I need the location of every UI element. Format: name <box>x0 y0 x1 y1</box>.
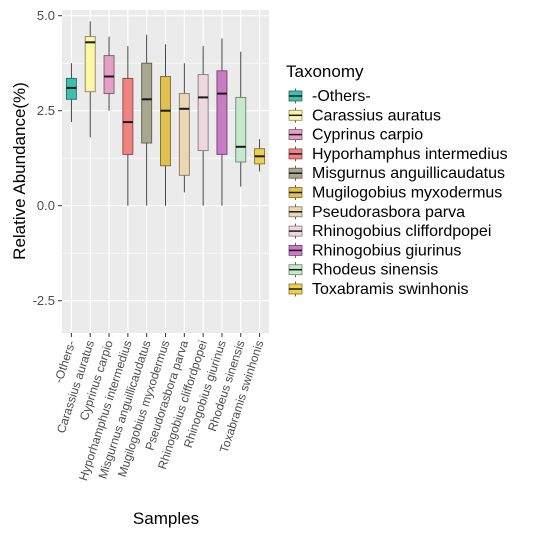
legend-items: -Others- Carassius auratus Cyprinus carpio… <box>286 88 508 298</box>
box-layer <box>65 21 266 206</box>
box-mugilogobius-myxodermus <box>160 44 171 206</box>
box-body <box>178 93 190 176</box>
legend-label: Hyporhamphus intermedius <box>312 146 508 163</box>
box-body <box>122 77 134 155</box>
legend-label: Rhinogobius cliffordpopei <box>312 223 491 240</box>
box-pseudorasbora-parva <box>178 63 190 193</box>
box-hyporhamphus-intermedius <box>122 46 134 206</box>
legend-label: Toxabramis swinhonis <box>312 281 469 298</box>
box-toxabramis-swinhonis <box>254 139 266 172</box>
legend-item: Carassius auratus <box>286 107 441 124</box>
legend-label: Mugilogobius myxodermus <box>312 185 502 202</box>
y-tick-label: 2.5 <box>37 103 55 118</box>
box-rhinogobius-giurinus <box>216 38 228 206</box>
legend-item: Mugilogobius myxodermus <box>286 184 502 202</box>
box-body <box>216 70 228 155</box>
legend-label: Misgurnus anguillicaudatus <box>312 165 505 182</box>
box-body <box>197 74 209 152</box>
box-body <box>84 36 96 93</box>
box-body <box>235 96 247 163</box>
x-axis-title: Samples <box>133 509 199 528</box>
legend-label: Cyprinus carpio <box>312 127 423 144</box>
legend-item: Cyprinus carpio <box>286 126 423 144</box>
legend-label: Rhodeus sinensis <box>312 262 438 279</box>
box-body <box>141 62 153 144</box>
y-tick-label: 5.0 <box>37 8 55 23</box>
box-cyprinus-carpio <box>103 36 115 111</box>
legend-item: Rhinogobius cliffordpopei <box>286 223 491 240</box>
box-carassius-auratus <box>84 21 96 138</box>
legend-item: Hyporhamphus intermedius <box>286 145 508 163</box>
legend-label: -Others- <box>312 88 371 105</box>
box-rhinogobius-cliffordpopei <box>197 46 209 206</box>
legend-item: Rhinogobius giurinus <box>286 242 461 259</box>
box-rhodeus-sinensis <box>235 51 247 187</box>
legend-item: Pseudorasbora parva <box>286 203 465 221</box>
legend-item: Rhodeus sinensis <box>286 261 438 279</box>
legend-item: Toxabramis swinhonis <box>286 281 469 298</box>
legend-label: Pseudorasbora parva <box>312 204 465 221</box>
legend-label: Carassius auratus <box>312 107 441 124</box>
y-tick-label: -2.5 <box>33 293 55 308</box>
y-tick-label: 0.0 <box>37 198 55 213</box>
box-body <box>103 55 115 95</box>
box-misgurnus-anguillicaudatus <box>141 34 153 206</box>
box-body <box>160 76 171 167</box>
legend: Taxonomy -Others- Carassius auratus Cyprin… <box>286 62 508 298</box>
y-axis-title: Relative Abundance(%) <box>10 82 29 260</box>
legend-item: Misgurnus anguillicaudatus <box>286 165 505 182</box>
legend-title: Taxonomy <box>286 62 364 81</box>
box-others <box>65 63 77 123</box>
legend-item: -Others- <box>286 88 371 105</box>
legend-label: Rhinogobius giurinus <box>312 242 461 259</box>
